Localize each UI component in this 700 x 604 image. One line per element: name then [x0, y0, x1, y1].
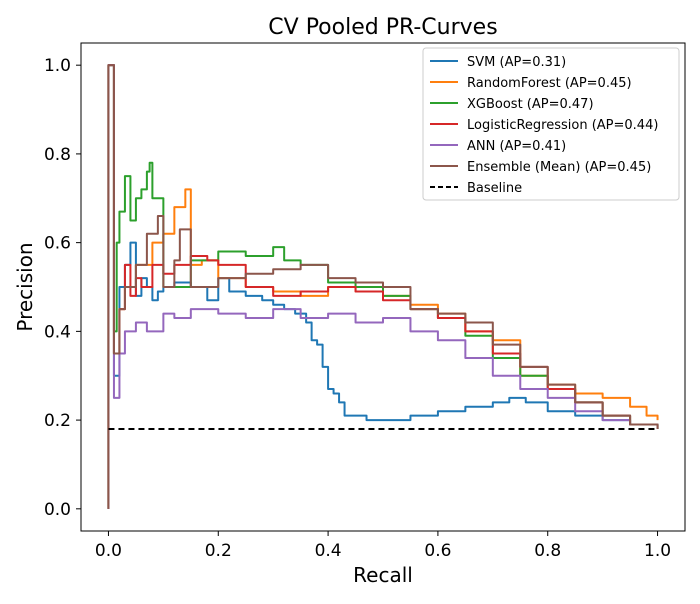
y-tick-label: 0.2 — [44, 411, 71, 431]
y-tick-label: 1.0 — [44, 56, 71, 76]
x-tick-label: 0.4 — [315, 541, 342, 561]
y-tick-label: 0.6 — [44, 234, 71, 254]
chart-title: CV Pooled PR-Curves — [268, 15, 497, 40]
series-line-ensemble — [107, 64, 659, 509]
legend-item-ensemble: Ensemble (Mean) (AP=0.45) — [430, 160, 651, 175]
legend-item-randomforest: RandomForest (AP=0.45) — [430, 76, 632, 91]
legend-item-svm: SVM (AP=0.31) — [430, 55, 566, 70]
legend-item-ann: ANN (AP=0.41) — [430, 139, 566, 154]
series-layer — [107, 64, 659, 509]
y-tick-label: 0.8 — [44, 145, 71, 165]
legend-label: Baseline — [467, 181, 522, 196]
y-tick-label: 0.0 — [44, 500, 71, 520]
legend-label: LogisticRegression (AP=0.44) — [467, 118, 658, 133]
legend-label: SVM (AP=0.31) — [467, 55, 566, 70]
legend-label: RandomForest (AP=0.45) — [467, 76, 632, 91]
y-tick-label: 0.4 — [44, 322, 71, 342]
legend-box — [422, 47, 680, 201]
legend-item-baseline: Baseline — [430, 181, 522, 196]
x-tick-label: 0.0 — [95, 541, 122, 561]
plot-area — [80, 42, 686, 532]
y-axis-label: Precision — [13, 242, 37, 331]
series-line-ann — [107, 64, 659, 509]
y-axis-ticks: 0.0 0.2 0.4 0.6 0.8 1.0 — [44, 56, 81, 520]
x-axis-ticks: 0.0 0.2 0.4 0.6 0.8 1.0 — [95, 531, 671, 561]
series-line-xgboost — [107, 64, 659, 509]
legend-label: XGBoost (AP=0.47) — [467, 97, 594, 112]
legend: SVM (AP=0.31) RandomForest (AP=0.45) XGBoo… — [422, 47, 680, 201]
legend-label: Ensemble (Mean) (AP=0.45) — [467, 160, 651, 175]
x-axis-label: Recall — [353, 563, 413, 587]
x-tick-label: 0.8 — [534, 541, 561, 561]
legend-item-logisticregression: LogisticRegression (AP=0.44) — [430, 118, 658, 133]
plot-frame — [80, 42, 686, 532]
x-tick-label: 0.2 — [205, 541, 232, 561]
x-tick-label: 1.0 — [644, 541, 671, 561]
legend-items: SVM (AP=0.31) RandomForest (AP=0.45) XGBoo… — [430, 55, 658, 196]
legend-item-xgboost: XGBoost (AP=0.47) — [430, 97, 594, 112]
legend-label: ANN (AP=0.41) — [467, 139, 566, 154]
x-tick-label: 0.6 — [424, 541, 451, 561]
